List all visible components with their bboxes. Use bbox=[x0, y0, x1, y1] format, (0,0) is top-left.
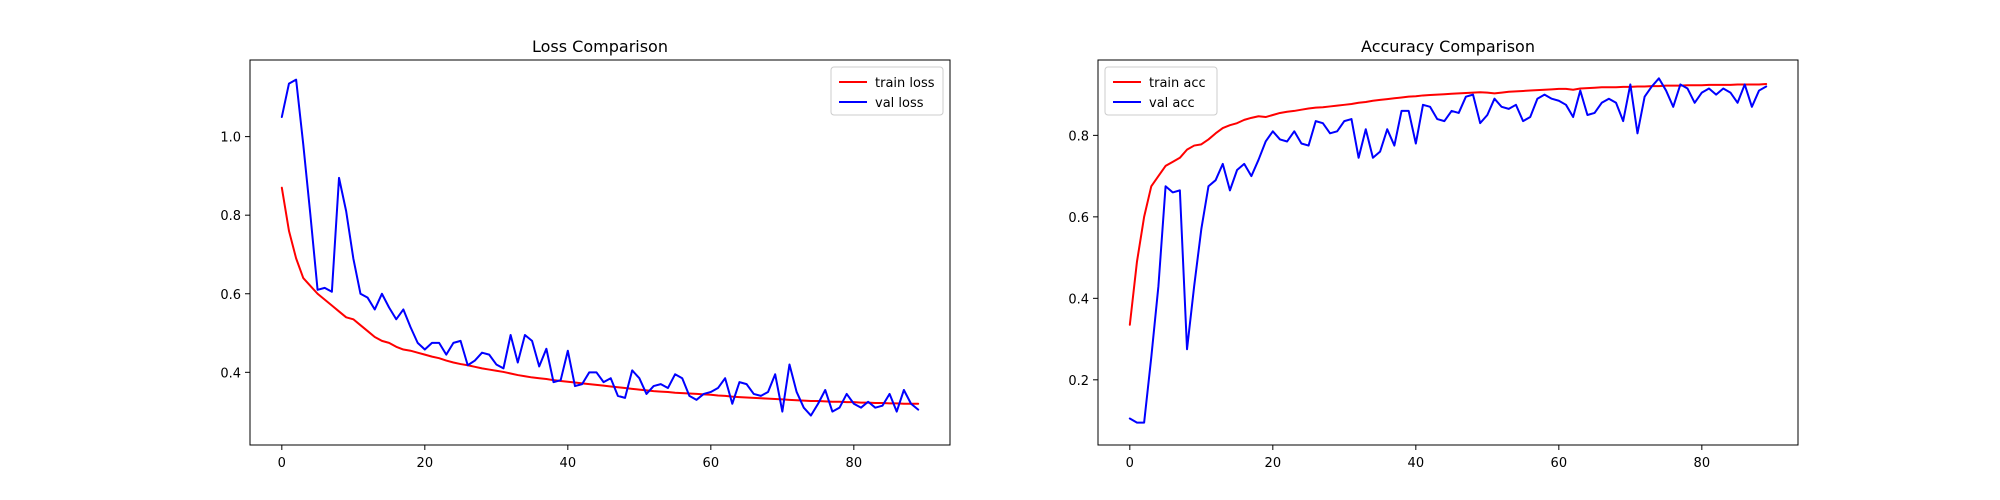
loss-chart-marks bbox=[280, 78, 920, 417]
accuracy-chart-y-tick-label: 0.2 bbox=[1068, 374, 1089, 389]
loss-chart-title: Loss Comparison bbox=[532, 37, 668, 56]
loss-chart-x-ticks: 0 20 40 60 80 bbox=[278, 445, 862, 471]
loss-chart-y-ticks: 0.4 0.6 0.8 1.0 bbox=[220, 131, 250, 381]
accuracy-chart-x-tick-label: 20 bbox=[1265, 456, 1282, 471]
accuracy-chart-x-tick-label: 0 bbox=[1126, 456, 1134, 471]
accuracy-chart-series-train-line bbox=[1128, 83, 1768, 326]
accuracy-chart-legend: train acc val acc bbox=[1104, 66, 1218, 116]
accuracy-chart-legend-label: train acc bbox=[1149, 76, 1206, 91]
loss-chart-y-tick-label: 1.0 bbox=[220, 131, 241, 146]
accuracy-chart-title: Accuracy Comparison bbox=[1361, 37, 1535, 56]
accuracy-chart-legend-label: val acc bbox=[1149, 96, 1195, 111]
loss-chart-series-train-line bbox=[280, 186, 920, 405]
loss-chart-series-val-line bbox=[280, 78, 920, 417]
accuracy-chart-y-tick-label: 0.4 bbox=[1068, 292, 1089, 307]
loss-chart-x-tick-label: 0 bbox=[278, 456, 286, 471]
loss-chart: Loss Comparison 0 20 40 60 80 0.4 0.6 0.8 1.0 t… bbox=[220, 37, 951, 471]
loss-chart-axes bbox=[249, 59, 951, 446]
loss-chart-y-tick-label: 0.6 bbox=[220, 288, 241, 303]
loss-chart-x-tick-label: 60 bbox=[703, 456, 720, 471]
loss-chart-y-tick-label: 0.8 bbox=[220, 209, 241, 224]
loss-chart-x-tick-label: 20 bbox=[417, 456, 434, 471]
accuracy-chart-y-tick-label: 0.8 bbox=[1068, 129, 1089, 144]
accuracy-chart: Accuracy Comparison 0 20 40 60 80 0.20.40.60… bbox=[1068, 37, 1799, 471]
accuracy-chart-x-ticks: 0 20 40 60 80 bbox=[1126, 445, 1710, 471]
loss-chart-x-tick-label: 40 bbox=[560, 456, 577, 471]
loss-chart-legend-label: val loss bbox=[875, 96, 924, 111]
loss-chart-legend-label: train loss bbox=[875, 76, 935, 91]
loss-chart-x-tick-label: 80 bbox=[846, 456, 863, 471]
loss-chart-legend: train loss val loss bbox=[830, 66, 944, 116]
accuracy-chart-x-tick-label: 40 bbox=[1408, 456, 1425, 471]
accuracy-chart-x-tick-label: 80 bbox=[1694, 456, 1711, 471]
accuracy-chart-axes bbox=[1097, 59, 1799, 446]
accuracy-chart-series-val-line bbox=[1128, 77, 1768, 424]
accuracy-chart-marks bbox=[1128, 77, 1768, 424]
loss-chart-y-tick-label: 0.4 bbox=[220, 366, 241, 381]
accuracy-chart-y-ticks: 0.2 0.4 0.6 0.8 bbox=[1068, 129, 1098, 389]
accuracy-chart-x-tick-label: 60 bbox=[1551, 456, 1568, 471]
accuracy-chart-y-tick-label: 0.6 bbox=[1068, 211, 1089, 226]
